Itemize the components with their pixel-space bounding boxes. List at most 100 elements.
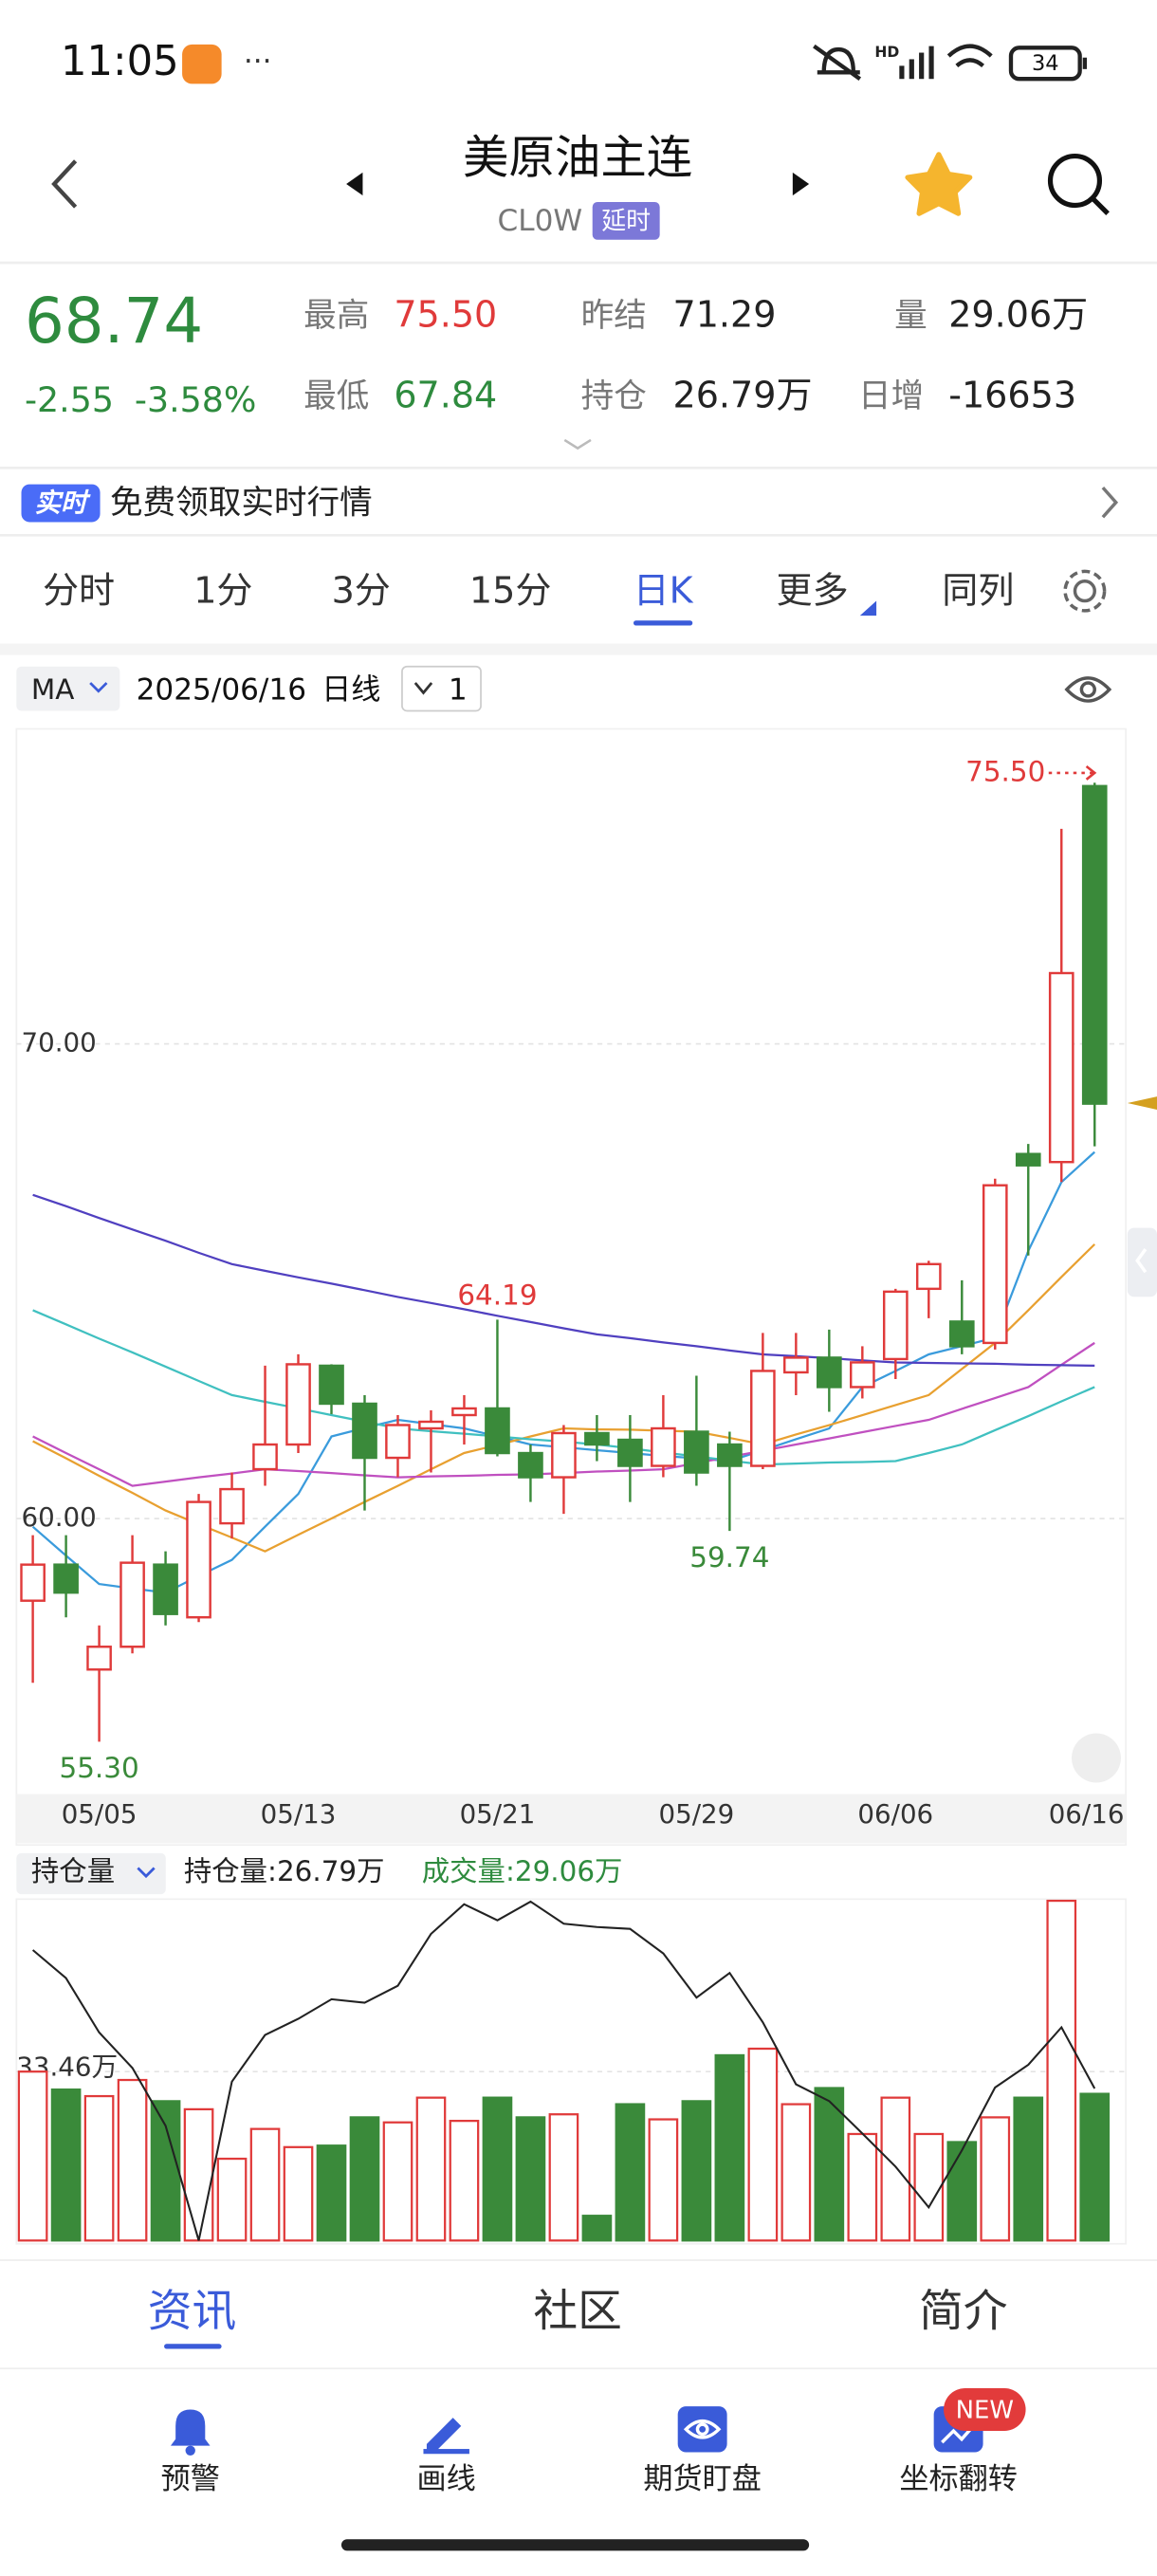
price-annotation: 75.50: [965, 755, 1045, 787]
candle-body: [153, 1563, 178, 1615]
oi-select[interactable]: [16, 1852, 166, 1895]
banner-chevron[interactable]: [1101, 486, 1119, 519]
candle-body: [186, 1500, 211, 1619]
side-handle[interactable]: [1127, 1227, 1157, 1297]
prev-button[interactable]: [346, 172, 363, 196]
expand-chevron[interactable]: [563, 438, 592, 451]
price-change: -2.55: [25, 379, 114, 420]
bottom-tab[interactable]: 简介: [919, 2287, 1007, 2338]
candle-body: [385, 1424, 411, 1460]
period-tab[interactable]: 更多: [777, 569, 849, 611]
y-tick-label: 70.00: [21, 1027, 96, 1058]
price-change-pct: -3.58%: [135, 379, 257, 420]
candle-body: [817, 1356, 842, 1389]
volume-bar: [913, 2132, 945, 2242]
signal-icon: [899, 46, 934, 80]
candle-body: [651, 1426, 676, 1467]
period-tab[interactable]: 3分: [332, 569, 391, 611]
banner-tag: 实时: [34, 487, 91, 518]
next-button[interactable]: [792, 172, 810, 196]
candle-body: [352, 1402, 377, 1460]
app-icon: [182, 44, 222, 84]
home-indicator[interactable]: [340, 2539, 810, 2551]
volume-bar: [1079, 2092, 1111, 2242]
hd-label: HD: [874, 44, 899, 61]
count-select[interactable]: [401, 665, 482, 712]
eye-button[interactable]: [1064, 676, 1112, 703]
bottom-tab[interactable]: 社区: [533, 2287, 621, 2338]
candle-body: [518, 1451, 543, 1479]
candle-body: [252, 1443, 278, 1471]
period-tab[interactable]: 日K: [634, 569, 694, 611]
volume-bar: [316, 2144, 347, 2242]
stat-label: 昨结: [581, 297, 647, 335]
instrument-code: CL0W: [498, 204, 583, 238]
stat-value: -16653: [948, 374, 1076, 415]
volume-bar: [880, 2096, 911, 2242]
badge-text: NEW: [956, 2397, 1014, 2425]
tool-label[interactable]: 期货盯盘: [643, 2462, 762, 2496]
volume-bar: [1013, 2096, 1044, 2242]
candle-body: [617, 1438, 643, 1467]
indicator-select[interactable]: [16, 666, 120, 711]
period-tab[interactable]: 同列: [942, 569, 1014, 611]
tool-icon-details: [683, 2419, 977, 2444]
chevron: [413, 682, 433, 695]
stat-value: 29.06万: [948, 294, 1088, 336]
volume-bar: [482, 2096, 513, 2242]
status-time: 11:05: [61, 38, 179, 85]
x-tick-label: 06/16: [1049, 1798, 1125, 1830]
candle-body: [584, 1431, 610, 1446]
volume-bar: [714, 2053, 745, 2242]
tool-label[interactable]: 坐标翻转: [899, 2462, 1018, 2496]
period-tab[interactable]: 1分: [193, 569, 252, 611]
volume-bar: [515, 2116, 546, 2242]
annotation-arrowhead: [1085, 764, 1097, 781]
banner-text[interactable]: 免费领取实时行情: [110, 484, 373, 522]
x-tick-label: 06/06: [857, 1798, 933, 1830]
chart-period: 日线: [321, 673, 380, 708]
volume-bar: [648, 2118, 679, 2242]
battery-level: 34: [1032, 51, 1059, 76]
volume-bar: [83, 2094, 115, 2242]
volume-bar: [283, 2145, 314, 2242]
period-tab[interactable]: 15分: [469, 569, 552, 611]
ma-line: [32, 1193, 1095, 1368]
candle-body: [319, 1364, 344, 1406]
volume-bar: [1046, 1899, 1077, 2242]
fullscreen-button[interactable]: [1072, 1733, 1121, 1783]
price-annotation: 59.74: [689, 1541, 769, 1573]
volume-bar: [349, 2116, 380, 2242]
dots: ···: [244, 45, 272, 79]
candle-body: [119, 1561, 145, 1648]
chevron: [137, 1867, 156, 1879]
price-annotation: 55.30: [59, 1752, 138, 1784]
badge: [944, 2388, 1026, 2432]
candle-body: [219, 1487, 245, 1525]
period-tab[interactable]: 分时: [43, 569, 115, 611]
volume-bar: [980, 2116, 1011, 2242]
banner-tag-box: [21, 484, 101, 523]
volume-bar: [50, 2088, 82, 2242]
search-button[interactable]: [1047, 153, 1110, 215]
volume-bar: [415, 2096, 447, 2242]
chart-date: 2025/06/16: [137, 673, 306, 708]
price-annotation: 64.19: [457, 1279, 537, 1312]
candle-body: [750, 1370, 776, 1467]
tool-label[interactable]: 预警: [161, 2462, 220, 2496]
favorite-star[interactable]: [905, 152, 973, 216]
stat-value: 75.50: [394, 294, 497, 336]
bottom-tab[interactable]: 资讯: [148, 2287, 236, 2338]
candle-body: [485, 1407, 510, 1455]
volume-bar: [814, 2087, 845, 2242]
tool-label[interactable]: 画线: [417, 2462, 476, 2496]
candle-body: [948, 1320, 975, 1348]
candle-body: [783, 1356, 809, 1374]
volume-bar: [382, 2121, 413, 2242]
stat-label: 日增: [858, 377, 924, 415]
date-axis-band: [16, 1794, 1127, 1844]
stat-label: 最高: [303, 297, 369, 335]
settings-button[interactable]: [1063, 569, 1107, 613]
tag-box: [592, 202, 660, 240]
back-button[interactable]: [51, 159, 78, 209]
